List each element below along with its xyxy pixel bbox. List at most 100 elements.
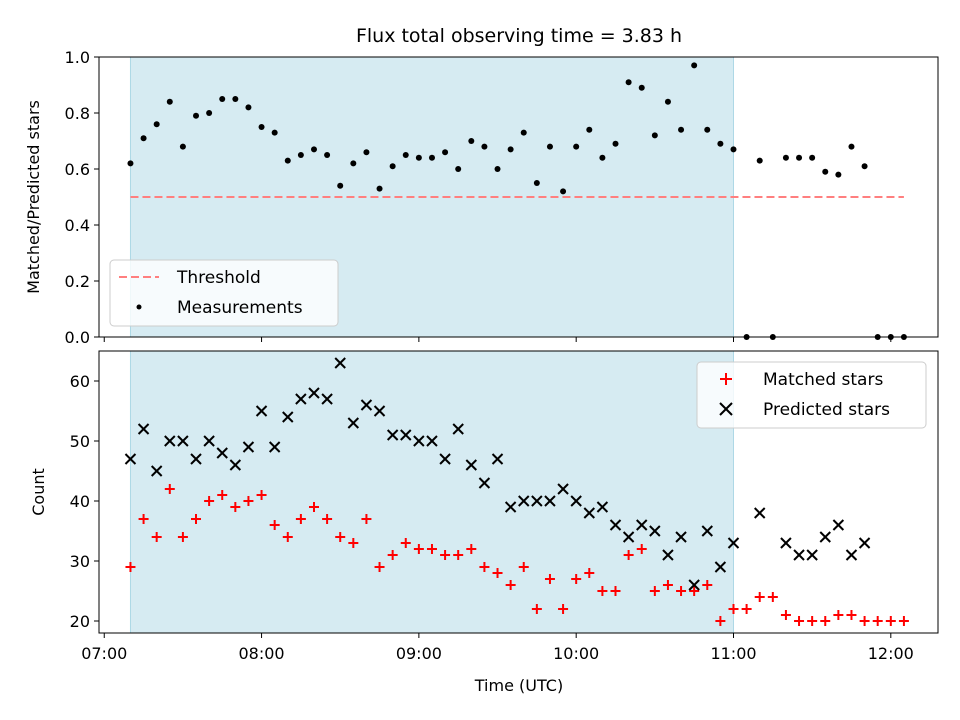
measurement-point [717, 140, 724, 147]
y-tick-label: 20 [70, 612, 90, 631]
predicted-x-b [504, 501, 517, 513]
bottom-legend: Matched stars Predicted stars [696, 361, 927, 429]
predicted-x-b [806, 549, 818, 561]
predicted-star-point [622, 531, 635, 543]
predicted-star-point [137, 423, 150, 435]
predicted-x-b [216, 447, 228, 459]
predicted-star-point [583, 507, 595, 519]
predicted-x-b [255, 405, 268, 417]
bottom-panel: 20 30 40 50 60 07:00 08:00 09:00 10:00 11:00 12:00… [70, 350, 939, 663]
matched-star-point [558, 604, 569, 614]
measurement-point [232, 96, 239, 102]
matched-star-point [426, 544, 437, 554]
predicted-x-b [793, 549, 805, 561]
predicted-x-b [518, 495, 530, 507]
predicted-x-b [675, 531, 687, 543]
matched-star-point [322, 514, 333, 524]
matched-star-point [571, 574, 582, 584]
predicted-star-point [334, 357, 346, 369]
predicted-x-b [531, 495, 543, 507]
matched-star-point [872, 616, 883, 626]
predicted-star-point [596, 501, 609, 513]
x-tick-label: 08:00 [239, 644, 285, 663]
predicted-star-point [465, 459, 478, 471]
predicted-x-b [583, 507, 595, 519]
measurement-point [481, 143, 488, 150]
measurement-point [573, 143, 580, 150]
measurement-point [179, 143, 186, 150]
y-tick-label: 0.8 [65, 104, 90, 123]
predicted-x-b [386, 429, 399, 441]
measurement-point [140, 135, 147, 142]
predicted-star-point [649, 525, 661, 537]
matched-star-point [440, 550, 451, 560]
predicted-x-b [478, 477, 491, 489]
predicted-star-point [727, 537, 740, 549]
y-tick-label: 40 [70, 492, 90, 511]
predicted-star-point [295, 393, 307, 405]
predicted-x-b [609, 519, 622, 531]
predicted-star-point [150, 465, 163, 477]
predicted-star-point [478, 477, 491, 489]
predicted-star-point [242, 441, 255, 453]
predicted-x-b [413, 435, 425, 447]
predicted-x-b [727, 537, 740, 549]
predicted-x-b [334, 357, 346, 369]
predicted-x-b [426, 435, 438, 447]
matched-star-point [413, 544, 424, 554]
predicted-x-b [452, 423, 464, 435]
matched-star-point [230, 502, 241, 512]
predicted-x-b [190, 453, 202, 465]
matched-star-point [859, 616, 870, 626]
matched-star-point [466, 544, 477, 554]
x-tick-label: 10:00 [553, 644, 599, 663]
matched-star-point [125, 562, 136, 572]
top-y-axis-label: Matched/Predicted stars [24, 100, 43, 294]
matched-star-point [767, 592, 778, 602]
predicted-x-b [845, 549, 858, 561]
predicted-x-b [596, 501, 609, 513]
x-tick-label: 11:00 [710, 644, 756, 663]
measurement-point [350, 160, 357, 167]
predicted-star-point [754, 507, 766, 519]
measurement-point [455, 166, 462, 172]
predicted-x-b [649, 525, 661, 537]
measurement-point [428, 154, 435, 161]
measurement-point [678, 126, 685, 133]
measurement-point [468, 138, 475, 144]
legend-predicted-label: Predicted stars [763, 400, 890, 420]
predicted-x-b [268, 441, 281, 453]
legend-measurement-swatch [136, 304, 142, 310]
matched-star-point [649, 586, 660, 596]
matched-star-point [387, 550, 398, 560]
predicted-x-b [373, 405, 386, 417]
predicted-x-b [662, 549, 674, 561]
predicted-x-b [282, 411, 294, 423]
matched-star-point [623, 550, 634, 560]
measurement-point [782, 154, 789, 161]
matched-star-point [597, 586, 608, 596]
predicted-x-b [465, 459, 478, 471]
predicted-x-b [636, 519, 648, 531]
predicted-x-b [203, 435, 215, 447]
matched-star-point [269, 520, 280, 530]
measurement-point [638, 84, 645, 91]
measurement-point [546, 143, 553, 150]
measurement-point [310, 146, 317, 153]
top-legend-box [109, 259, 339, 327]
legend-threshold-label: Threshold [176, 268, 261, 288]
predicted-x-b [622, 531, 635, 543]
measurement-point [599, 154, 606, 161]
matched-star-point [138, 514, 149, 524]
measurement-point [520, 129, 527, 136]
predicted-x-b [177, 435, 189, 447]
measurement-point [166, 98, 173, 105]
predicted-star-point [793, 549, 805, 561]
predicted-star-point [531, 495, 543, 507]
predicted-star-point [688, 579, 700, 591]
matched-star-point [295, 514, 306, 524]
y-tick-label: 60 [70, 372, 90, 391]
predicted-x-b [439, 453, 451, 465]
predicted-star-point [190, 453, 202, 465]
predicted-x-b [137, 423, 150, 435]
